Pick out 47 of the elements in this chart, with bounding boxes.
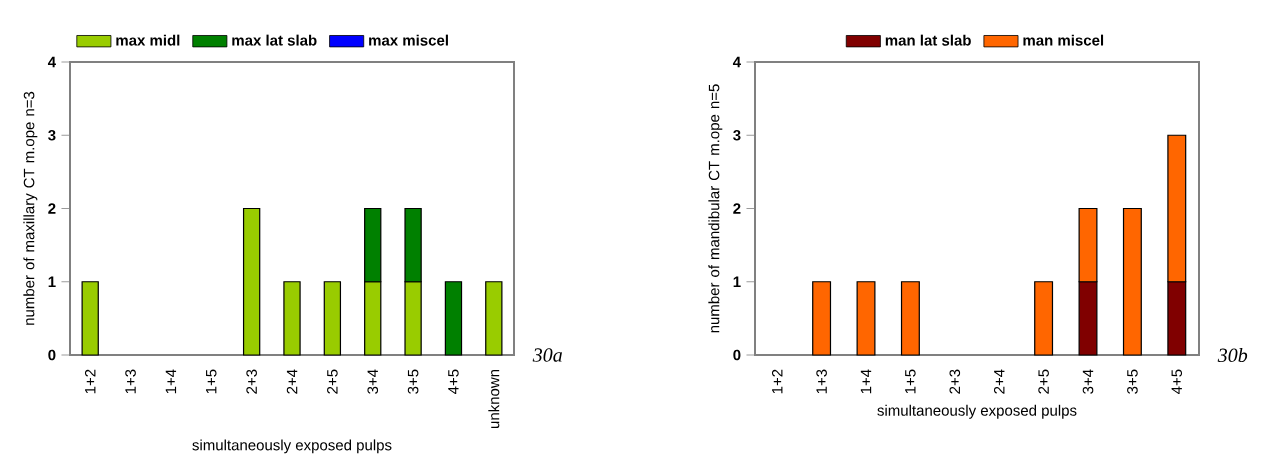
bar xyxy=(812,281,832,356)
y-tick-label: 0 xyxy=(733,349,741,361)
text: 30a xyxy=(532,348,562,362)
y-tick-label: 0 xyxy=(48,349,56,361)
bar xyxy=(1034,281,1054,356)
x-axis-title: simultaneously exposed pulps xyxy=(877,404,1077,419)
x-tick-label: 3+4 xyxy=(367,369,379,394)
y-tick-label: 2 xyxy=(48,203,56,214)
x-tick-label: 3+5 xyxy=(407,369,419,394)
x-tick-label: 2+5 xyxy=(1038,369,1049,394)
x-tick-label: 1+3 xyxy=(125,369,136,394)
y-tick-label: 4 xyxy=(732,56,741,68)
y-tick-label: 3 xyxy=(48,129,56,141)
x-tick-label: 2+4 xyxy=(993,369,1005,394)
x-tick-label: 4+5 xyxy=(448,369,459,395)
x-tick-label: 1+2 xyxy=(84,369,96,394)
legend-label: max miscel xyxy=(369,34,448,46)
x-tick-label: 1+5 xyxy=(905,369,916,394)
x-tick-label: unknown xyxy=(488,369,500,429)
y-tick-label: 3 xyxy=(733,129,741,141)
x-tick-label: 1+4 xyxy=(860,369,872,394)
text: 30b xyxy=(1217,347,1248,363)
legend-label: man lat slab xyxy=(885,34,971,46)
x-tick-label: 1+4 xyxy=(165,369,177,394)
y-tick-label: 4 xyxy=(47,56,56,68)
y-axis-title: number of maxillary CT m.ope n=3 xyxy=(23,91,38,325)
x-tick-label: 1+2 xyxy=(771,369,783,394)
x-tick-label: 2+4 xyxy=(286,369,298,394)
bar xyxy=(856,281,876,356)
y-axis-title: number of mandibular CT m.ope n=5 xyxy=(708,84,723,333)
x-tick-label: 1+3 xyxy=(816,369,827,394)
legend-label: max midl xyxy=(116,34,180,46)
y-tick-label: 1 xyxy=(733,276,741,287)
x-tick-label: 2+3 xyxy=(246,369,257,394)
y-tick-label: 2 xyxy=(733,203,741,214)
legend-label: max lat slab xyxy=(232,34,317,46)
x-tick-label: 3+4 xyxy=(1082,369,1094,394)
x-tick-label: 2+3 xyxy=(949,369,961,394)
legend-label: man miscel xyxy=(1023,34,1104,46)
x-tick-label: 3+5 xyxy=(1127,369,1138,394)
bar xyxy=(900,281,920,356)
x-axis-title: simultaneously exposed pulps xyxy=(192,439,392,454)
y-tick-label: 1 xyxy=(48,276,56,287)
x-tick-label: 4+5 xyxy=(1171,369,1183,395)
x-tick-label: 2+5 xyxy=(327,369,338,394)
x-tick-label: 1+5 xyxy=(206,369,217,394)
bar xyxy=(1122,207,1142,356)
